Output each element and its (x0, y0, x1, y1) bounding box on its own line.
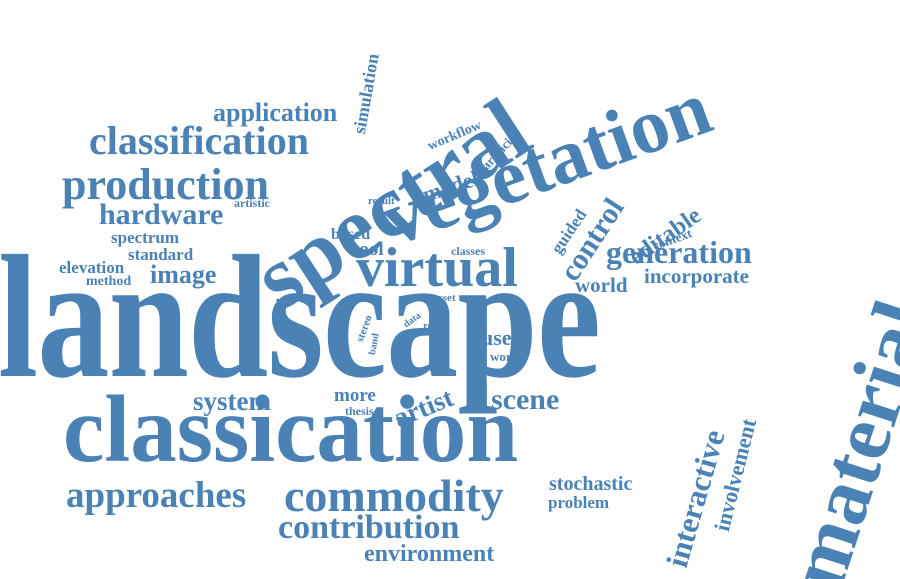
word-generation: generation (606, 234, 752, 270)
word-spectrum: spectrum (111, 228, 179, 247)
word-based: based (331, 226, 371, 243)
word-thesis: thesis (345, 404, 374, 418)
word-landscape: landscape (0, 220, 601, 415)
word-approaches: approaches (66, 475, 247, 516)
word-scene: scene (491, 383, 560, 416)
word-image: image (150, 260, 217, 289)
word-contribution: contribution (278, 509, 460, 546)
word-system: system (193, 386, 271, 416)
word-commodity: commodity (284, 470, 504, 521)
word-world: world (575, 273, 628, 297)
word-application: application (213, 98, 338, 127)
word-production: production (62, 160, 270, 209)
word-problem: problem (548, 493, 610, 512)
word-hardware: hardware (99, 198, 224, 231)
word-result: result (368, 195, 395, 207)
word-real: real (423, 320, 442, 332)
word-asset: asset (433, 292, 456, 304)
word-classes: classes (451, 244, 485, 258)
word-classication: classication (63, 376, 519, 482)
word-environment: environment (364, 541, 495, 567)
word-method: method (86, 274, 132, 289)
word-artistic: artistic (234, 196, 270, 210)
word-tool: tool (353, 239, 384, 260)
word-classification: classification (89, 118, 309, 163)
word-simulation: simulation (349, 52, 383, 136)
word-incorporate: incorporate (644, 264, 749, 288)
word-material: material (770, 289, 900, 579)
word-user: user (481, 325, 522, 350)
word-standard: standard (128, 245, 194, 264)
word-stochastic: stochastic (549, 473, 633, 495)
word-more: more (334, 385, 376, 406)
word-virtual: virtual (356, 237, 518, 299)
word-work: work (490, 349, 519, 364)
word-elevation: elevation (59, 258, 125, 277)
